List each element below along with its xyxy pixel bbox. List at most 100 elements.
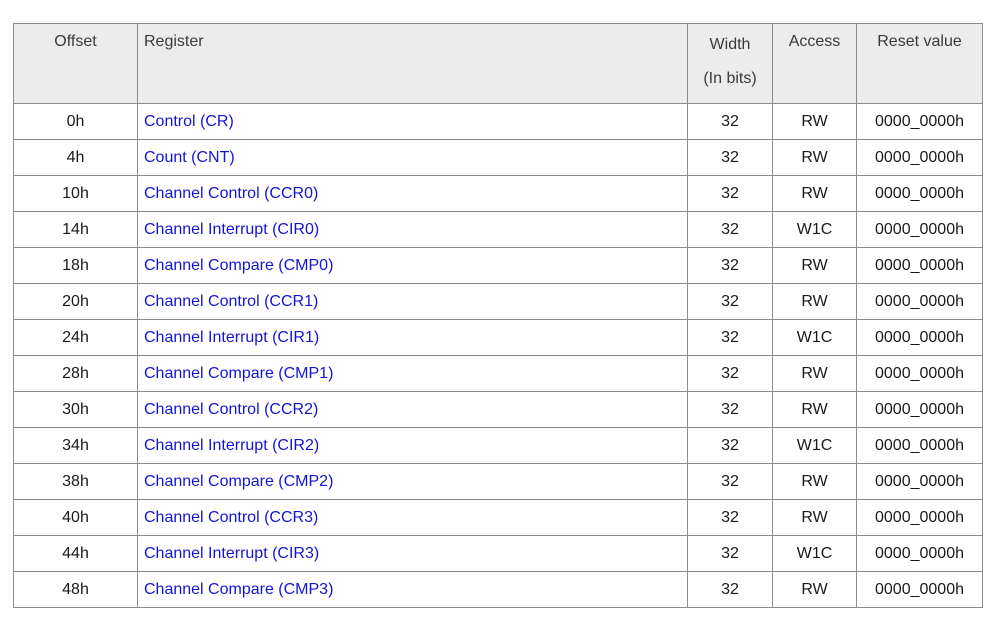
cell-register: Channel Control (CCR3)	[137, 499, 688, 536]
cell-offset: 48h	[13, 571, 138, 608]
cell-offset: 18h	[13, 247, 138, 284]
register-link[interactable]: Channel Control (CCR1)	[144, 292, 319, 310]
cell-register: Channel Control (CCR2)	[137, 391, 688, 428]
cell-width: 32	[687, 535, 773, 572]
cell-width: 32	[687, 283, 773, 320]
cell-reset-value: 0000_0000h	[856, 355, 983, 392]
cell-reset-value: 0000_0000h	[856, 283, 983, 320]
cell-offset: 0h	[13, 103, 138, 140]
cell-register: Channel Interrupt (CIR3)	[137, 535, 688, 572]
register-link[interactable]: Control (CR)	[144, 112, 234, 130]
register-link[interactable]: Channel Control (CCR3)	[144, 508, 319, 526]
register-link[interactable]: Count (CNT)	[144, 148, 235, 166]
register-link[interactable]: Channel Compare (CMP0)	[144, 256, 334, 274]
table-row: 0h Control (CR) 32 RW 0000_0000h	[13, 103, 983, 140]
cell-register: Channel Compare (CMP2)	[137, 463, 688, 500]
header-register: Register	[137, 23, 688, 104]
cell-access: RW	[772, 139, 857, 176]
cell-register: Channel Compare (CMP0)	[137, 247, 688, 284]
table-row: 14h Channel Interrupt (CIR0) 32 W1C 0000…	[13, 211, 983, 248]
cell-register: Channel Compare (CMP1)	[137, 355, 688, 392]
register-link[interactable]: Channel Compare (CMP3)	[144, 580, 334, 598]
table-row: 28h Channel Compare (CMP1) 32 RW 0000_00…	[13, 355, 983, 392]
cell-offset: 38h	[13, 463, 138, 500]
table-row: 30h Channel Control (CCR2) 32 RW 0000_00…	[13, 391, 983, 428]
cell-register: Channel Interrupt (CIR1)	[137, 319, 688, 356]
cell-offset: 24h	[13, 319, 138, 356]
cell-access: RW	[772, 571, 857, 608]
table-row: 20h Channel Control (CCR1) 32 RW 0000_00…	[13, 283, 983, 320]
cell-reset-value: 0000_0000h	[856, 463, 983, 500]
register-link[interactable]: Channel Interrupt (CIR2)	[144, 436, 320, 454]
cell-offset: 44h	[13, 535, 138, 572]
table-row: 38h Channel Compare (CMP2) 32 RW 0000_00…	[13, 463, 983, 500]
cell-width: 32	[687, 211, 773, 248]
cell-register: Control (CR)	[137, 103, 688, 140]
cell-offset: 28h	[13, 355, 138, 392]
table-row: 48h Channel Compare (CMP3) 32 RW 0000_00…	[13, 571, 983, 608]
table-row: 44h Channel Interrupt (CIR3) 32 W1C 0000…	[13, 535, 983, 572]
cell-reset-value: 0000_0000h	[856, 319, 983, 356]
cell-access: RW	[772, 247, 857, 284]
cell-reset-value: 0000_0000h	[856, 427, 983, 464]
cell-offset: 20h	[13, 283, 138, 320]
header-reset-value: Reset value	[856, 23, 983, 104]
cell-register: Channel Interrupt (CIR0)	[137, 211, 688, 248]
cell-offset: 4h	[13, 139, 138, 176]
cell-offset: 10h	[13, 175, 138, 212]
cell-access: RW	[772, 463, 857, 500]
cell-width: 32	[687, 499, 773, 536]
cell-access: W1C	[772, 211, 857, 248]
cell-width: 32	[687, 391, 773, 428]
register-link[interactable]: Channel Compare (CMP1)	[144, 364, 334, 382]
cell-width: 32	[687, 139, 773, 176]
table-row: 10h Channel Control (CCR0) 32 RW 0000_00…	[13, 175, 983, 212]
cell-access: W1C	[772, 535, 857, 572]
cell-offset: 14h	[13, 211, 138, 248]
cell-register: Channel Interrupt (CIR2)	[137, 427, 688, 464]
cell-reset-value: 0000_0000h	[856, 499, 983, 536]
cell-offset: 40h	[13, 499, 138, 536]
cell-access: W1C	[772, 319, 857, 356]
header-width-unit: (In bits)	[703, 70, 757, 87]
cell-width: 32	[687, 463, 773, 500]
cell-access: RW	[772, 355, 857, 392]
header-offset: Offset	[13, 23, 138, 104]
register-link[interactable]: Channel Interrupt (CIR0)	[144, 220, 320, 238]
table-body: 0h Control (CR) 32 RW 0000_0000h 4h Coun…	[13, 103, 983, 608]
cell-reset-value: 0000_0000h	[856, 571, 983, 608]
cell-register: Count (CNT)	[137, 139, 688, 176]
register-map-table: Offset Register Width (In bits) Access R…	[13, 23, 983, 608]
table-row: 34h Channel Interrupt (CIR2) 32 W1C 0000…	[13, 427, 983, 464]
cell-register: Channel Control (CCR0)	[137, 175, 688, 212]
register-link[interactable]: Channel Control (CCR2)	[144, 400, 319, 418]
table-row: 40h Channel Control (CCR3) 32 RW 0000_00…	[13, 499, 983, 536]
cell-access: RW	[772, 499, 857, 536]
cell-reset-value: 0000_0000h	[856, 103, 983, 140]
cell-register: Channel Control (CCR1)	[137, 283, 688, 320]
register-link[interactable]: Channel Interrupt (CIR3)	[144, 544, 320, 562]
header-width: Width (In bits)	[687, 23, 773, 104]
cell-reset-value: 0000_0000h	[856, 211, 983, 248]
cell-access: RW	[772, 103, 857, 140]
cell-reset-value: 0000_0000h	[856, 391, 983, 428]
cell-reset-value: 0000_0000h	[856, 139, 983, 176]
cell-reset-value: 0000_0000h	[856, 175, 983, 212]
table-header-row: Offset Register Width (In bits) Access R…	[13, 23, 983, 104]
cell-width: 32	[687, 247, 773, 284]
cell-reset-value: 0000_0000h	[856, 247, 983, 284]
cell-width: 32	[687, 319, 773, 356]
cell-access: W1C	[772, 427, 857, 464]
cell-register: Channel Compare (CMP3)	[137, 571, 688, 608]
cell-width: 32	[687, 571, 773, 608]
table-row: 4h Count (CNT) 32 RW 0000_0000h	[13, 139, 983, 176]
register-link[interactable]: Channel Interrupt (CIR1)	[144, 328, 320, 346]
cell-offset: 30h	[13, 391, 138, 428]
cell-access: RW	[772, 283, 857, 320]
cell-width: 32	[687, 175, 773, 212]
header-width-label: Width	[709, 36, 751, 53]
register-link[interactable]: Channel Compare (CMP2)	[144, 472, 334, 490]
register-link[interactable]: Channel Control (CCR0)	[144, 184, 319, 202]
cell-width: 32	[687, 427, 773, 464]
table-row: 24h Channel Interrupt (CIR1) 32 W1C 0000…	[13, 319, 983, 356]
